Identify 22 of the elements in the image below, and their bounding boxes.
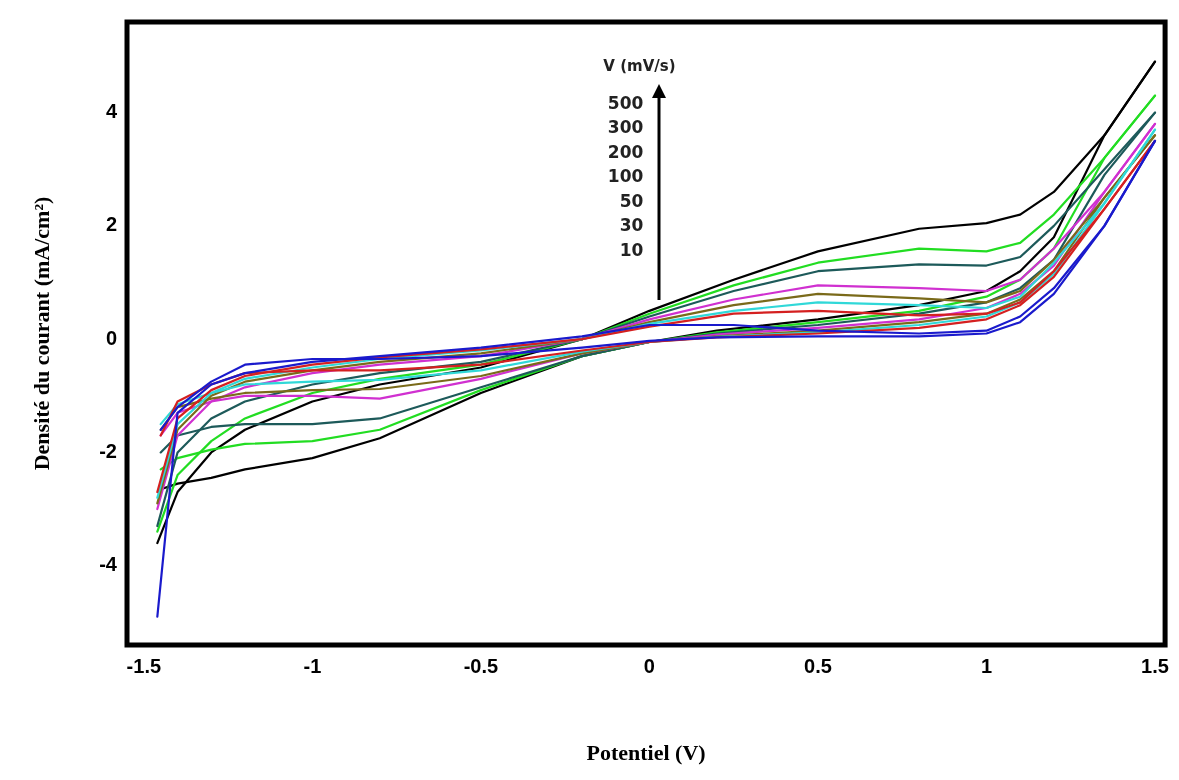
annotation: 100 [607, 166, 644, 187]
x-tick-label: 0 [643, 654, 655, 677]
y-tick-label: -2 [99, 439, 117, 462]
annotation: 300 [607, 117, 644, 138]
x-tick-label: 1 [980, 654, 993, 677]
y-tick-label: 4 [105, 100, 118, 123]
x-tick-label: -0.5 [463, 654, 499, 677]
annotation: 200 [607, 141, 644, 162]
annotation: 10 [619, 239, 644, 260]
x-tick-label: 1.5 [1141, 654, 1169, 677]
y-tick-label: 0 [105, 326, 117, 349]
x-tick-label: 0.5 [804, 654, 832, 677]
x-axis-title: Potentiel (V) [586, 740, 706, 766]
annotation: 500 [607, 92, 644, 113]
x-tick-label: -1 [303, 654, 322, 677]
y-tick-label: -4 [99, 553, 118, 576]
y-tick-label: 2 [105, 213, 117, 236]
x-tick-label: -1.5 [126, 654, 162, 677]
annotation: 30 [619, 215, 644, 236]
y-axis-title: Densité du courant (mA/cm²) [28, 196, 54, 471]
annotation: 50 [619, 190, 644, 211]
annotation: V (mV/s) [603, 56, 676, 75]
